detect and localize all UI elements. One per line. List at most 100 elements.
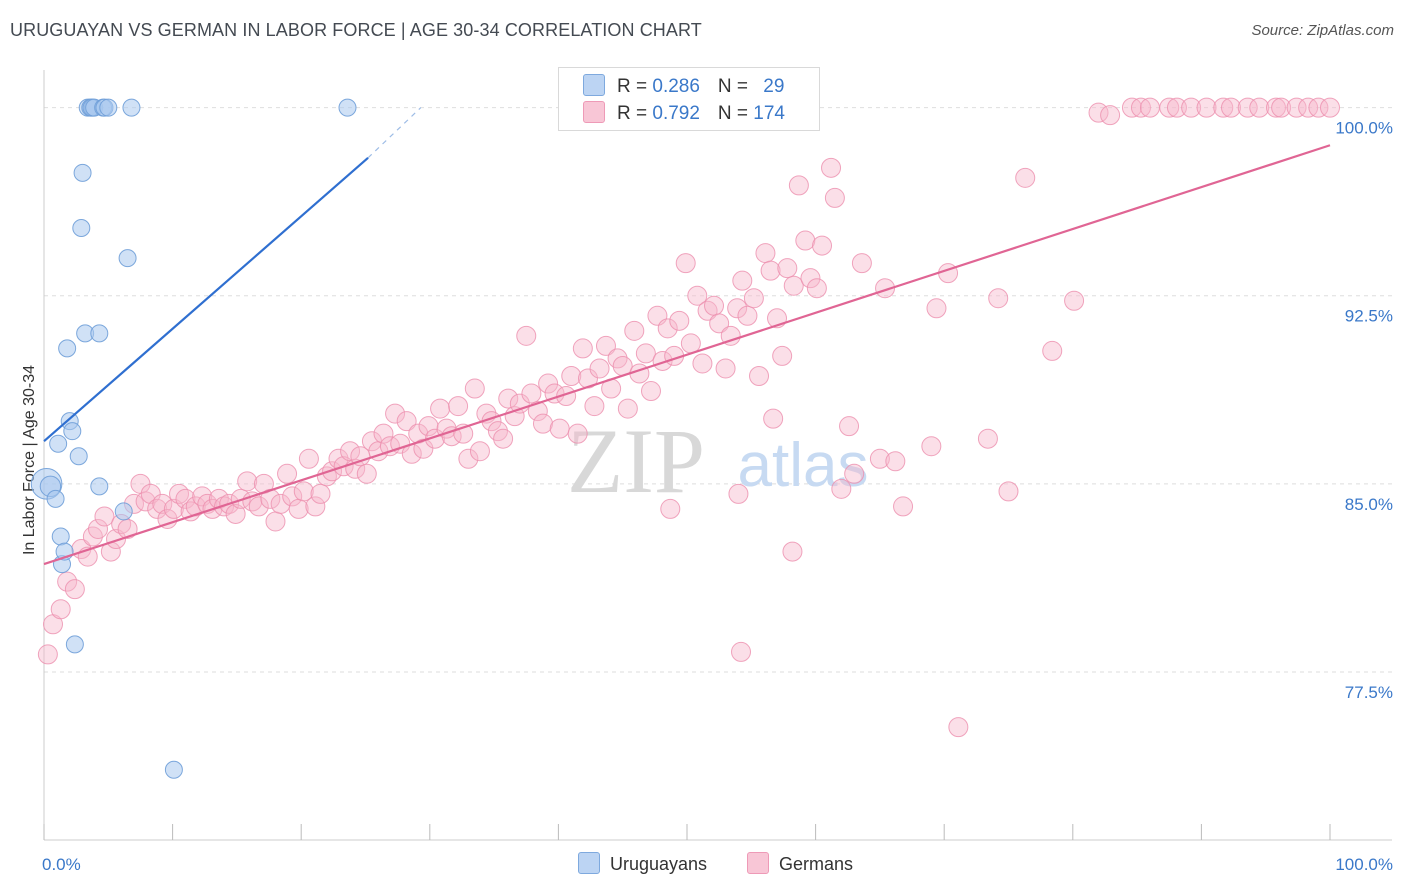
uruguayans-point: [338, 98, 357, 117]
germans-point: [567, 423, 588, 444]
chart-title: URUGUAYAN VS GERMAN IN LABOR FORCE | AGE…: [10, 20, 702, 40]
legend-n-value: 29: [763, 76, 785, 97]
germans-point: [687, 285, 708, 306]
germans-point: [885, 451, 906, 472]
germans-point: [988, 288, 1009, 309]
legend-row-uruguayans: R = 0.286 N = 29: [583, 74, 784, 100]
bottom-legend-germans[interactable]: Germans: [747, 852, 853, 876]
germans-point: [396, 411, 417, 432]
uruguayans-point: [73, 163, 92, 182]
germans-point: [704, 295, 725, 316]
y-tick-label: 85.0%: [1345, 495, 1393, 514]
uruguayans-point: [99, 98, 118, 117]
germans-point: [356, 463, 377, 484]
germans-point: [800, 268, 821, 289]
tick-labels: 77.5% 85.0% 92.5% 100.0% 0.0% 100.0%: [42, 119, 1393, 874]
uruguayans-point: [114, 502, 133, 521]
uruguayans-swatch: [578, 852, 600, 874]
germans-point: [1249, 97, 1270, 118]
germans-point: [1100, 105, 1121, 126]
grid-layer: [44, 107, 1392, 673]
germans-point: [390, 433, 411, 454]
germans-point: [1015, 167, 1036, 188]
germans-point: [549, 418, 570, 439]
germans-point: [732, 270, 753, 291]
germans-point: [88, 518, 109, 539]
germans-point: [175, 488, 196, 509]
germans-point: [418, 416, 439, 437]
germans-point: [1286, 97, 1307, 118]
uruguayans-point: [69, 447, 88, 466]
germans-point: [977, 428, 998, 449]
germans-point: [657, 318, 678, 339]
germans-point: [140, 483, 161, 504]
germans-point: [1271, 97, 1292, 118]
germans-point: [1166, 97, 1187, 118]
germans-point: [669, 310, 690, 331]
uruguayans-point: [164, 760, 183, 779]
germans-point: [844, 463, 865, 484]
germans-point: [385, 403, 406, 424]
germans-point: [373, 423, 394, 444]
germans-point: [806, 278, 827, 299]
germans-point: [624, 320, 645, 341]
germans-point: [538, 373, 559, 394]
germans-point: [680, 333, 701, 354]
germans-point: [755, 243, 776, 264]
germans-point: [310, 483, 331, 504]
legend-n-value: 174: [753, 103, 785, 124]
trend-lines: [43, 107, 1331, 566]
germans-point: [57, 571, 78, 592]
germans-point: [795, 230, 816, 251]
uruguayans-point: [63, 422, 82, 441]
germans-point: [760, 260, 781, 281]
germans-point: [493, 428, 514, 449]
germans-point: [413, 438, 434, 459]
germans-point: [516, 325, 537, 346]
legend-r-label: R =: [617, 76, 653, 97]
germans-point: [305, 496, 326, 517]
germans-point: [777, 258, 798, 279]
germans-point: [824, 187, 845, 208]
germans-point: [1042, 340, 1063, 361]
germans-point: [458, 448, 479, 469]
germans-point: [749, 365, 770, 386]
germans-point: [821, 157, 842, 178]
uruguayans-point: [58, 339, 77, 358]
uruguayans-point: [118, 249, 137, 268]
legend-r-value: 0.286: [652, 76, 700, 97]
germans-point: [448, 396, 469, 417]
uruguayans-point: [90, 324, 109, 343]
bottom-legend-uruguayans[interactable]: Uruguayans: [578, 852, 707, 876]
germans-point: [763, 408, 784, 429]
germans-point: [652, 350, 673, 371]
germans-point: [424, 428, 445, 449]
uruguayans-points: [30, 98, 357, 779]
uruguayans-point: [72, 219, 91, 238]
germans-point: [783, 275, 804, 296]
bottom-legend-uruguayans-label: Uruguayans: [610, 854, 708, 874]
germans-point: [728, 483, 749, 504]
germans-point: [731, 641, 752, 662]
germans-point: [617, 398, 638, 419]
germans-point: [788, 175, 809, 196]
germans-point: [921, 436, 942, 457]
germans-point: [692, 353, 713, 374]
germans-trend-line: [43, 144, 1331, 566]
germans-point: [675, 253, 696, 274]
germans-point: [998, 481, 1019, 502]
uruguayans-point: [122, 98, 141, 117]
germans-point: [157, 508, 178, 529]
germans-point: [572, 338, 593, 359]
germans-point: [464, 378, 485, 399]
germans-swatch: [747, 852, 769, 874]
germans-point: [527, 401, 548, 422]
germans-point: [50, 599, 71, 620]
germans-point: [948, 717, 969, 738]
y-tick-label: 92.5%: [1345, 307, 1393, 326]
germans-point: [851, 253, 872, 274]
germans-point: [715, 358, 736, 379]
germans-point: [1196, 97, 1217, 118]
uruguayans-trend-extension: [367, 107, 422, 159]
